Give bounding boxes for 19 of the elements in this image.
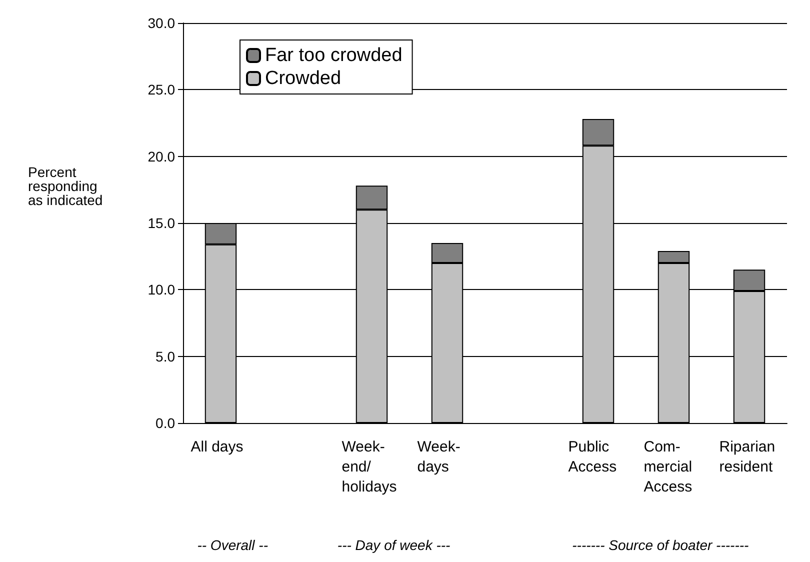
y-tick-label: 25.0 [148,82,176,98]
y-tick-label: 20.0 [148,148,176,164]
text: -- Overall -- [197,537,268,553]
text: ------- Source of boater ------- [572,537,750,553]
x-tick-label: Com- mercial Access [644,438,692,496]
legend-label: Far too crowded [265,45,402,66]
x-tick-label: Week- days [417,438,460,476]
y-tick-label: 0.0 [156,415,176,431]
y-tick-label: 30.0 [148,15,176,31]
x-tick-label: All days [190,438,244,456]
x-tick-label: Week- end/ holidays [342,438,397,496]
legend-label: Crowded [265,68,342,89]
y-tick-label: 10.0 [148,282,176,298]
y-tick-label: 5.0 [156,348,176,364]
x-tick-label: Public Access [568,438,617,476]
y-axis-title: Percent responding as indicated [28,164,103,208]
x-tick-label: Riparian resident [719,438,776,476]
text: --- Day of week --- [337,537,451,553]
y-tick-label: 15.0 [148,215,176,231]
